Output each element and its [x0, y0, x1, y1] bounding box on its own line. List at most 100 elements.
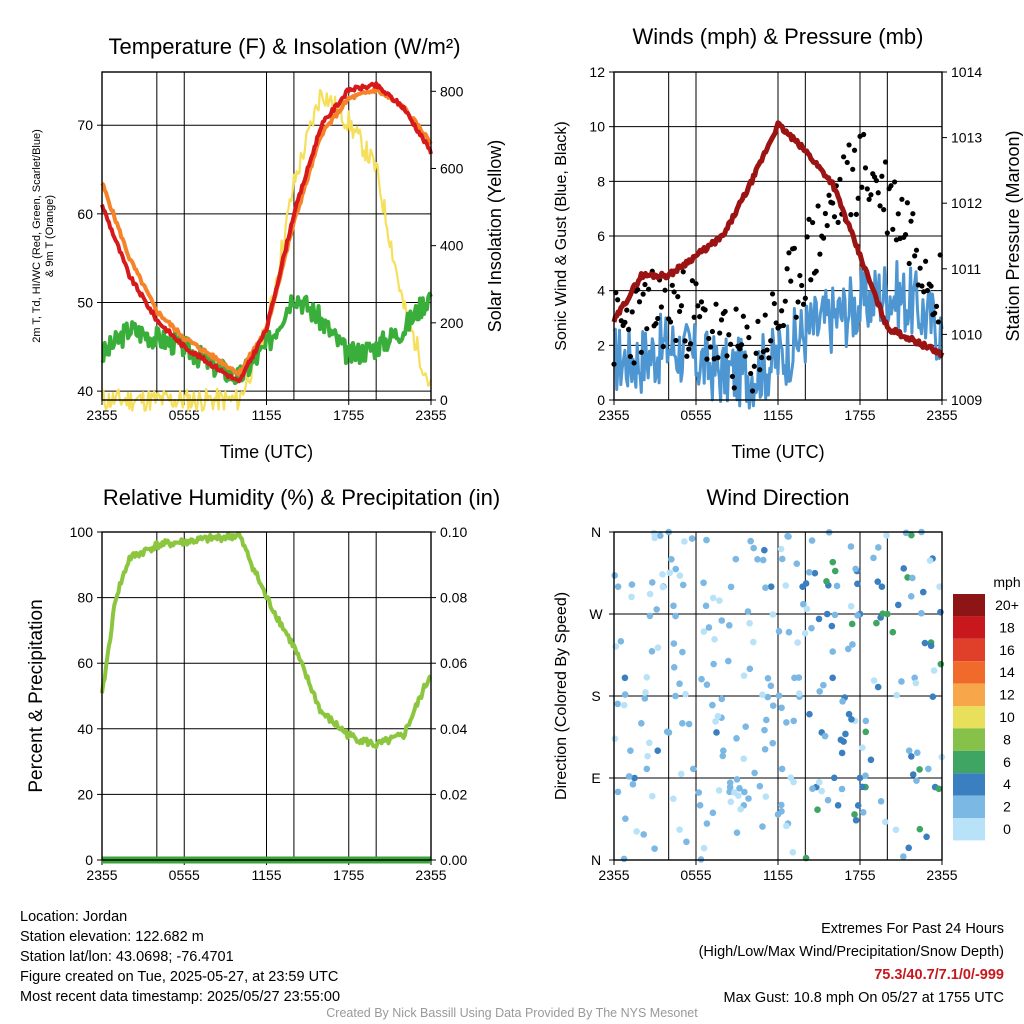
dir-point: [679, 581, 687, 589]
dir-point: [935, 785, 943, 793]
wind-gust-point: [737, 346, 743, 352]
wind-gust-point: [882, 159, 889, 165]
dir-point: [685, 720, 693, 728]
wind-gust-point: [873, 177, 880, 184]
dir-point: [670, 795, 677, 803]
wind-ytick-label-left-5: 10: [589, 119, 605, 135]
wind-gust-point: [877, 203, 883, 209]
dir-point: [838, 785, 846, 793]
dir-point: [736, 784, 743, 792]
dir-point: [733, 829, 741, 836]
wind-gust-point: [768, 338, 774, 344]
wind-ytick-label-left-0: 0: [597, 392, 605, 408]
temp-ylabel-left-2: & 9m T (Orange): [44, 195, 56, 277]
wind-gust-point: [813, 268, 819, 274]
extremes-block: Extremes For Past 24 Hours (High/Low/Max…: [699, 918, 1004, 1010]
dir-point: [621, 674, 629, 682]
wind-gust-point: [642, 281, 648, 288]
wind-gust-point: [879, 173, 885, 179]
temp-2m-line: [100, 81, 433, 384]
dir-points: [611, 528, 946, 863]
dir-point: [650, 529, 658, 537]
dir-legend-label-4: 12: [999, 687, 1015, 703]
dir-xtick-label-1: 0555: [680, 867, 711, 883]
dir-point: [775, 628, 783, 635]
dir-point: [631, 774, 638, 782]
dir-point: [916, 825, 924, 833]
wind-gust-point: [793, 314, 799, 320]
wind-gust-point: [935, 319, 941, 325]
wind-gust-point: [841, 154, 847, 160]
dir-point: [742, 723, 749, 730]
dir-legend-swatch-7: [953, 750, 985, 774]
wind-gust-point: [868, 192, 874, 198]
dir-point: [830, 774, 838, 782]
wind-gust-point: [908, 218, 914, 224]
dir-point: [913, 749, 921, 757]
dir-point: [862, 772, 869, 779]
wind-gust-point: [846, 142, 852, 148]
dir-point: [919, 588, 927, 596]
dir-point: [761, 726, 768, 734]
wind-xtick-label-4: 2355: [926, 407, 957, 423]
created-text: Figure created on Tue, 2025-05-27, at 23…: [20, 969, 339, 985]
dir-point: [856, 774, 864, 782]
dir-point: [789, 849, 797, 856]
dir-legend-swatch-0: [953, 594, 985, 617]
dir-point: [702, 602, 710, 610]
wind-gust-point: [755, 318, 761, 324]
temp-xtick-label-4: 2355: [415, 407, 446, 423]
dir-point: [703, 681, 711, 688]
dir-point: [842, 730, 849, 738]
dir-point: [898, 678, 905, 685]
dir-point: [847, 543, 855, 550]
wind-gust-point: [912, 253, 918, 259]
wind-gust-point: [782, 298, 788, 304]
wind-gust-point: [784, 266, 790, 272]
dir-point: [859, 744, 866, 751]
dir-point: [698, 675, 705, 683]
dir-point: [870, 677, 878, 684]
wind-ytick-label-left-2: 4: [597, 283, 605, 299]
dir-point: [877, 798, 885, 805]
wind-gust-point: [673, 337, 679, 344]
wind-gust-point: [899, 196, 905, 202]
dir-point: [848, 620, 856, 628]
dir-point: [803, 605, 811, 613]
dir-point: [762, 793, 770, 800]
dir-point: [854, 580, 861, 588]
wind-gust-point: [933, 303, 940, 309]
dir-point: [644, 752, 651, 760]
dir-point: [614, 583, 622, 590]
dir-point: [696, 802, 704, 809]
wind-gust-point: [678, 303, 685, 309]
dir-point: [725, 622, 733, 629]
wind-ylabel-left: Sonic Wind & Gust (Blue, Black): [553, 121, 570, 350]
dir-point: [726, 779, 734, 786]
dir-point: [689, 765, 697, 773]
dir-legend-swatch-10: [953, 818, 985, 841]
temp-xtick-label-1: 0555: [169, 407, 200, 423]
wind-gust-point: [638, 349, 644, 355]
wind-gust-point: [788, 278, 794, 284]
dir-point: [821, 732, 829, 740]
wind-gust-point: [640, 291, 646, 297]
wind-gust-point: [919, 283, 925, 289]
dir-point: [762, 584, 769, 592]
wind-gust-point: [824, 222, 830, 229]
wind-gust-point: [859, 184, 865, 190]
dir-point: [800, 600, 807, 608]
dir-point: [695, 789, 703, 796]
dir-point: [746, 619, 753, 627]
dir-point: [834, 802, 842, 809]
wind-gust-point: [826, 192, 832, 198]
rh-xtick-label-2: 1155: [251, 867, 281, 883]
dir-point: [676, 680, 683, 688]
wind-gust-point: [731, 385, 737, 391]
dir-point: [929, 693, 937, 701]
wind-gust-point: [744, 324, 750, 330]
rh-xtick-label-1: 0555: [169, 867, 200, 883]
wind-gust-point: [615, 297, 621, 303]
temp-title: Temperature (F) & Insolation (W/m²): [108, 34, 460, 59]
dir-point: [878, 583, 886, 590]
